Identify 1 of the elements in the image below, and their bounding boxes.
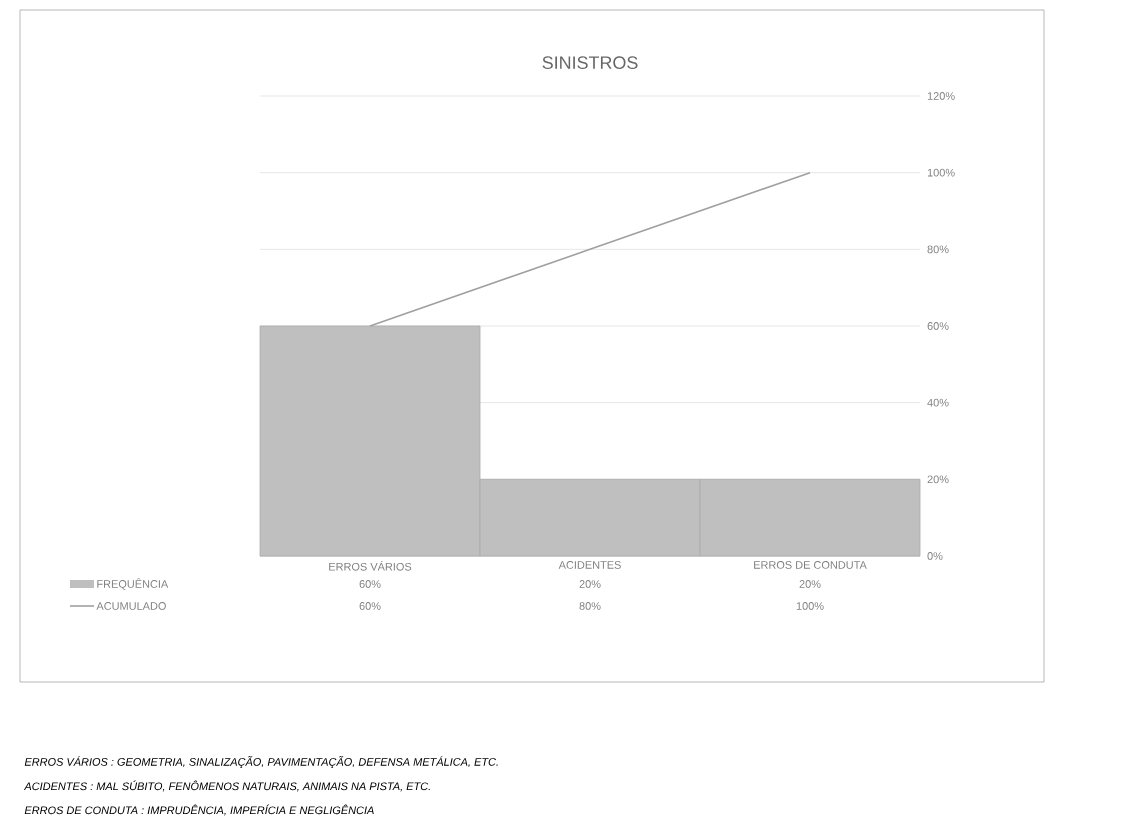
chart-title: SINISTROS: [542, 56, 638, 70]
